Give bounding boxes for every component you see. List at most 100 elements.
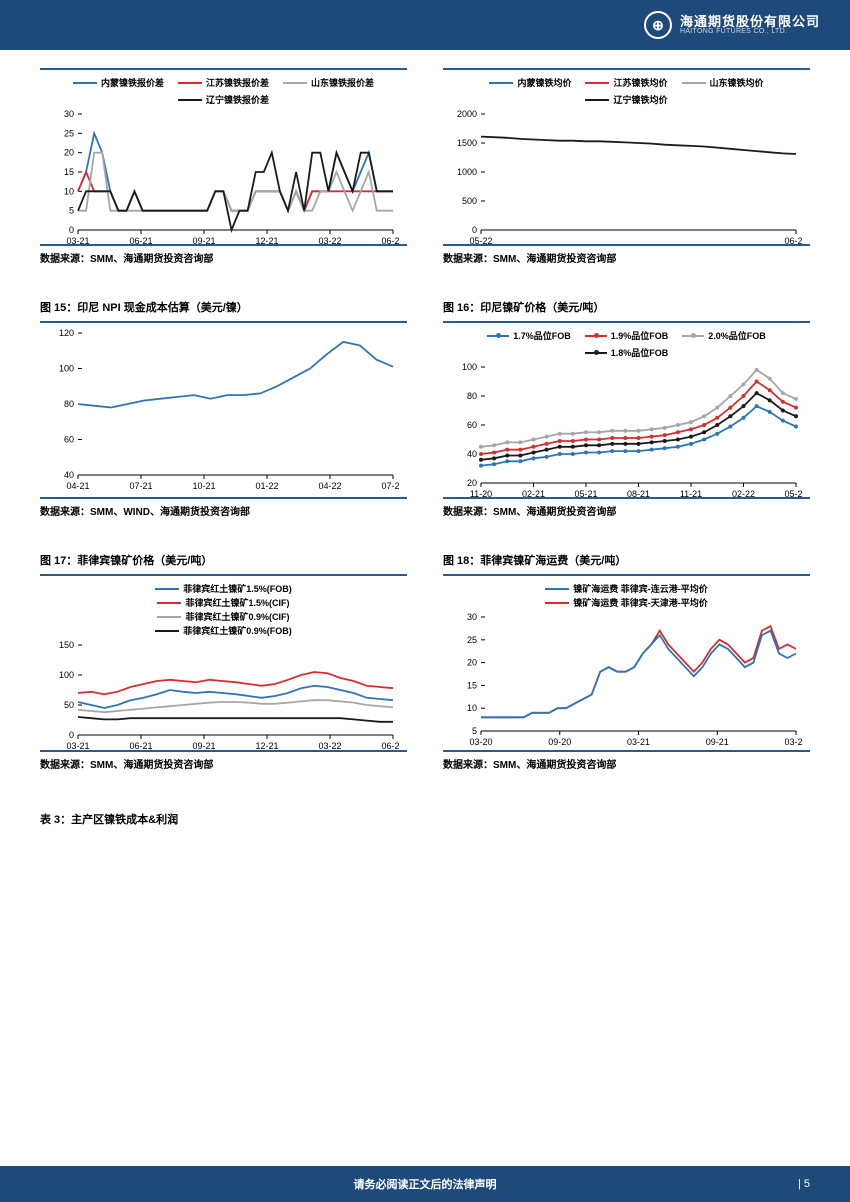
svg-text:03-21: 03-21	[627, 737, 650, 747]
chart-16-title: 图 16：印尼镍矿价格（美元/吨）	[443, 299, 810, 315]
chart-14-source: 数据来源：SMM、海通期货投资咨询部	[443, 250, 810, 265]
chart-15-svg: 40 60 80 100 120 04-21 07-21 10-21 01-22 04-22 07-…	[44, 329, 399, 491]
svg-text:02-22: 02-22	[732, 489, 755, 499]
svg-text:40: 40	[467, 449, 477, 459]
svg-text:11-20: 11-20	[470, 489, 492, 499]
svg-text:50: 50	[64, 700, 74, 710]
chart-13-panel: 内蒙镍铁报价差江苏镍铁报价差山东镍铁报价差辽宁镍铁报价差 0 5 10 15 20 25 3…	[40, 68, 407, 265]
chart-16-panel: 图 16：印尼镍矿价格（美元/吨） 1.7%品位FOB1.9%品位FOB2.0%…	[443, 287, 810, 518]
footer-disclaimer: 请务必阅读正文后的法律声明	[354, 1176, 497, 1192]
chart-13-legend: 内蒙镍铁报价差江苏镍铁报价差山东镍铁报价差辽宁镍铁报价差	[44, 76, 403, 106]
chart-14-svg: 050010001500200005-2206-22	[447, 110, 802, 246]
svg-text:5: 5	[69, 206, 74, 216]
chart-18-svg: 5 10 15 20 25 30 03-20 09-20 03-21 09-21 03-22	[447, 613, 802, 747]
svg-text:20: 20	[467, 478, 477, 488]
svg-text:100: 100	[59, 364, 74, 374]
svg-text:03-22: 03-22	[318, 741, 341, 751]
chart-17-source: 数据来源：SMM、海通期货投资咨询部	[40, 756, 407, 771]
chart-16-source: 数据来源：SMM、海通期货投资咨询部	[443, 503, 810, 518]
page-footer: 请务必阅读正文后的法律声明 | 5	[0, 1166, 850, 1202]
svg-text:06-22: 06-22	[784, 236, 802, 246]
svg-text:12-21: 12-21	[255, 741, 278, 751]
svg-text:80: 80	[467, 391, 477, 401]
chart-18-title: 图 18：菲律宾镍矿海运费（美元/吨）	[443, 552, 810, 568]
svg-text:30: 30	[64, 110, 74, 119]
logo-icon: ⊕	[644, 11, 672, 39]
page-header: ⊕ 海通期货股份有限公司 HAITONG FUTURES CO., LTD.	[0, 0, 850, 50]
svg-text:30: 30	[467, 613, 477, 622]
logo: ⊕ 海通期货股份有限公司 HAITONG FUTURES CO., LTD.	[644, 11, 820, 39]
svg-text:0: 0	[69, 730, 74, 740]
svg-text:09-21: 09-21	[706, 737, 729, 747]
svg-text:05-22: 05-22	[469, 236, 492, 246]
company-name-cn: 海通期货股份有限公司	[680, 15, 820, 28]
svg-text:03-22: 03-22	[318, 236, 341, 246]
svg-text:120: 120	[59, 329, 74, 338]
svg-text:07-22: 07-22	[381, 481, 399, 491]
svg-text:60: 60	[467, 420, 477, 430]
svg-text:1500: 1500	[457, 138, 477, 148]
svg-text:500: 500	[462, 196, 477, 206]
svg-text:15: 15	[467, 680, 477, 690]
svg-text:12-21: 12-21	[255, 236, 278, 246]
chart-16-svg: 20 40 60 80 100 11-20 02-21 05-21 08-21 11-21 02-2…	[447, 363, 802, 499]
svg-text:5: 5	[472, 726, 477, 736]
chart-15-title: 图 15：印尼 NPI 现金成本估算（美元/镍）	[40, 299, 407, 315]
company-name-en: HAITONG FUTURES CO., LTD.	[680, 28, 820, 35]
svg-text:03-21: 03-21	[66, 741, 89, 751]
svg-text:03-22: 03-22	[784, 737, 802, 747]
svg-text:09-20: 09-20	[548, 737, 571, 747]
svg-text:06-22: 06-22	[381, 236, 399, 246]
svg-text:04-21: 04-21	[66, 481, 89, 491]
chart-16-legend: 1.7%品位FOB1.9%品位FOB2.0%品位FOB1.8%品位FOB	[447, 329, 806, 359]
chart-17-svg: 0 50 100 150 03-21 06-21 09-21 12-21 03-22 06-22	[44, 641, 399, 751]
svg-text:100: 100	[59, 670, 74, 680]
chart-14-legend: 内蒙镍铁均价江苏镍铁均价山东镍铁均价辽宁镍铁均价	[447, 76, 806, 106]
svg-text:150: 150	[59, 641, 74, 650]
svg-text:02-21: 02-21	[522, 489, 545, 499]
svg-text:06-21: 06-21	[129, 236, 152, 246]
svg-text:03-21: 03-21	[66, 236, 89, 246]
svg-text:0: 0	[69, 225, 74, 235]
svg-text:40: 40	[64, 470, 74, 480]
svg-text:11-21: 11-21	[680, 489, 702, 499]
svg-text:60: 60	[64, 435, 74, 445]
svg-text:04-22: 04-22	[318, 481, 341, 491]
table-3-title: 表 3：主产区镍铁成本&利润	[40, 811, 810, 827]
chart-13-svg: 0 5 10 15 20 25 30 03-21 06-21 09-21 12-21 03-22 06-…	[44, 110, 399, 246]
svg-text:20: 20	[467, 658, 477, 668]
svg-text:03-20: 03-20	[469, 737, 492, 747]
svg-text:05-21: 05-21	[574, 489, 597, 499]
svg-text:10: 10	[64, 186, 74, 196]
page-content: 内蒙镍铁报价差江苏镍铁报价差山东镍铁报价差辽宁镍铁报价差 0 5 10 15 20 25 3…	[0, 50, 850, 827]
chart-17-panel: 图 17：菲律宾镍矿价格（美元/吨） 菲律宾红土镍矿1.5%(FOB)菲律宾红土…	[40, 540, 407, 771]
svg-text:05-22: 05-22	[784, 489, 802, 499]
svg-text:07-21: 07-21	[129, 481, 152, 491]
chart-17-title: 图 17：菲律宾镍矿价格（美元/吨）	[40, 552, 407, 568]
svg-text:10: 10	[467, 703, 477, 713]
svg-text:2000: 2000	[457, 110, 477, 119]
svg-text:08-21: 08-21	[627, 489, 650, 499]
svg-text:06-22: 06-22	[381, 741, 399, 751]
svg-text:01-22: 01-22	[255, 481, 278, 491]
svg-text:10-21: 10-21	[192, 481, 215, 491]
page-number: | 5	[798, 1178, 810, 1190]
chart-15-source: 数据来源：SMM、WIND、海通期货投资咨询部	[40, 503, 407, 518]
svg-text:20: 20	[64, 148, 74, 158]
svg-text:25: 25	[64, 128, 74, 138]
svg-text:15: 15	[64, 167, 74, 177]
svg-text:06-21: 06-21	[129, 741, 152, 751]
chart-18-legend: 镍矿海运费 菲律宾-连云港-平均价镍矿海运费 菲律宾-天津港-平均价	[447, 582, 806, 609]
chart-13-source: 数据来源：SMM、海通期货投资咨询部	[40, 250, 407, 265]
svg-text:25: 25	[467, 635, 477, 645]
chart-18-panel: 图 18：菲律宾镍矿海运费（美元/吨） 镍矿海运费 菲律宾-连云港-平均价镍矿海…	[443, 540, 810, 771]
svg-text:0: 0	[472, 225, 477, 235]
svg-text:09-21: 09-21	[192, 741, 215, 751]
svg-text:09-21: 09-21	[192, 236, 215, 246]
svg-text:80: 80	[64, 399, 74, 409]
chart-17-legend: 菲律宾红土镍矿1.5%(FOB)菲律宾红土镍矿1.5%(CIF)菲律宾红土镍矿0…	[44, 582, 403, 637]
chart-15-panel: 图 15：印尼 NPI 现金成本估算（美元/镍） 40 60 80 100 120 04-…	[40, 287, 407, 518]
chart-14-panel: 内蒙镍铁均价江苏镍铁均价山东镍铁均价辽宁镍铁均价 050010001500200…	[443, 68, 810, 265]
svg-text:100: 100	[462, 363, 477, 372]
chart-18-source: 数据来源：SMM、海通期货投资咨询部	[443, 756, 810, 771]
